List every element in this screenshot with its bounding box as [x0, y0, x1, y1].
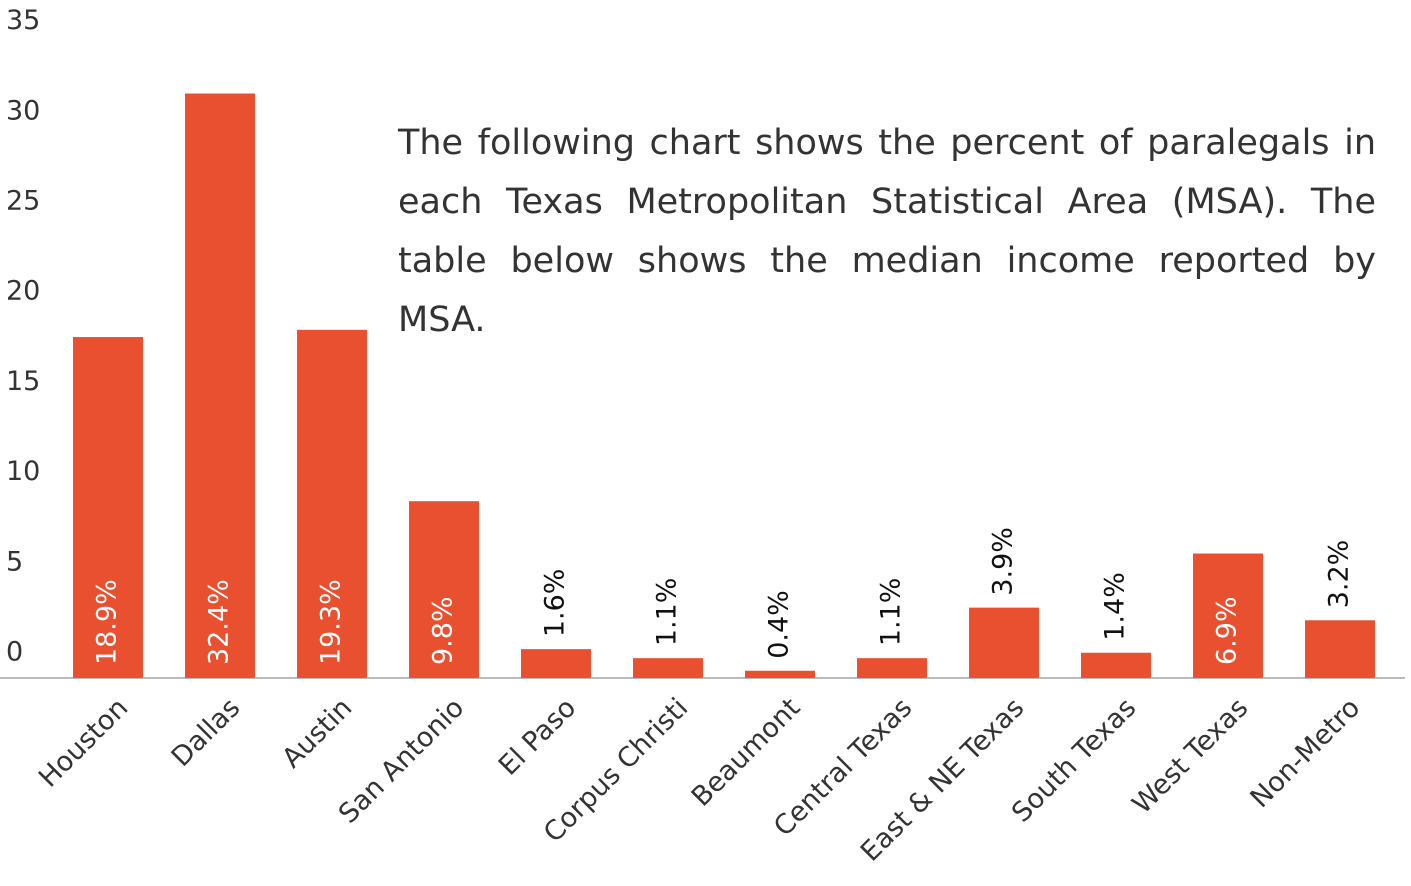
y-tick-label: 30: [6, 95, 40, 126]
data-label: 3.9%: [988, 527, 1019, 596]
y-tick-label: 25: [6, 186, 40, 217]
y-tick-label: 0: [6, 637, 23, 668]
data-label: 19.3%: [316, 579, 347, 665]
bar: [1081, 652, 1151, 678]
y-tick-label: 15: [6, 366, 40, 397]
bar: [185, 93, 255, 678]
data-label: 3.2%: [1324, 540, 1355, 609]
bar: [409, 501, 479, 678]
bar: [633, 658, 703, 678]
x-tick-label: Austin: [276, 692, 358, 774]
data-label: 1.6%: [540, 569, 571, 638]
bar: [969, 607, 1039, 678]
data-label: 18.9%: [92, 579, 123, 665]
data-label: 1.1%: [876, 578, 907, 647]
data-label: 1.1%: [652, 578, 683, 647]
y-tick-label: 20: [6, 276, 40, 307]
x-tick-label: Beaumont: [686, 692, 806, 812]
bar: [1305, 620, 1375, 678]
data-label: 1.4%: [1100, 572, 1131, 641]
data-label: 0.4%: [764, 590, 795, 659]
bar: [73, 337, 143, 678]
x-tick-label: Non-Metro: [1245, 692, 1367, 814]
data-label: 32.4%: [204, 579, 235, 665]
data-label: 9.8%: [428, 596, 459, 665]
x-tick-label: Dallas: [166, 692, 247, 773]
x-tick-label: El Paso: [493, 692, 582, 781]
bar: [745, 670, 815, 678]
x-tick-label: West Texas: [1127, 692, 1255, 820]
bar: [521, 649, 591, 678]
x-tick-label: Houston: [33, 692, 134, 793]
bar: [297, 329, 367, 678]
y-tick-label: 10: [6, 456, 40, 487]
y-tick-label: 5: [6, 546, 23, 577]
annotation: The following chart shows the percent of…: [398, 123, 1376, 340]
y-tick-label: 35: [6, 5, 40, 36]
bar: [857, 658, 927, 678]
bar: [1193, 553, 1263, 678]
data-label: 6.9%: [1212, 596, 1243, 665]
